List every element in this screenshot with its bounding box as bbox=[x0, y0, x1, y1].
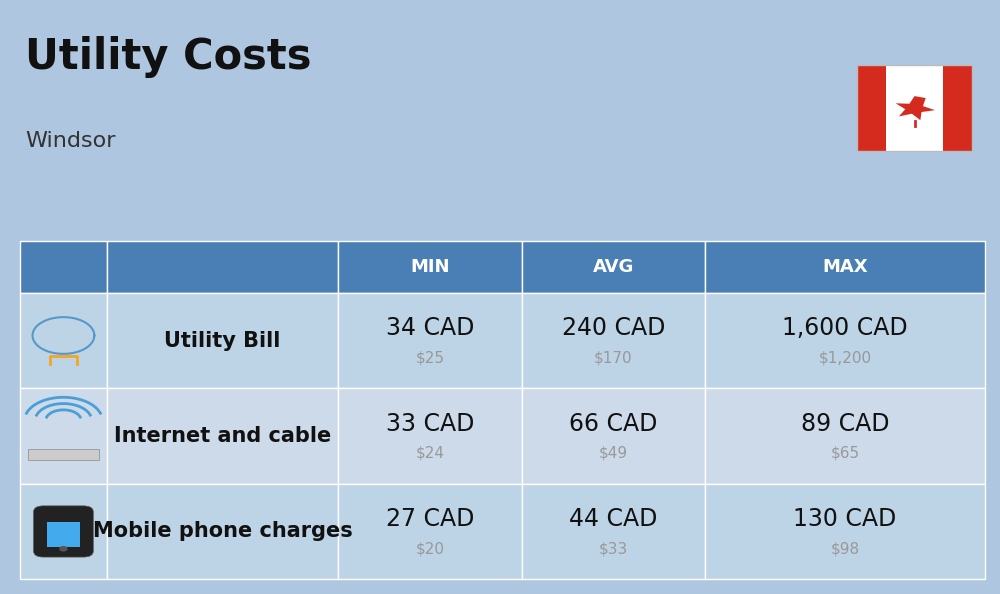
Text: 33 CAD: 33 CAD bbox=[386, 412, 474, 436]
Bar bbox=[705, 388, 985, 484]
FancyBboxPatch shape bbox=[34, 506, 93, 557]
Bar bbox=[857, 65, 972, 151]
Bar bbox=[28, 449, 99, 460]
Text: Utility Bill: Utility Bill bbox=[164, 331, 281, 350]
Text: 66 CAD: 66 CAD bbox=[569, 412, 658, 436]
Polygon shape bbox=[896, 96, 935, 120]
Text: Windsor: Windsor bbox=[25, 131, 116, 151]
Text: $20: $20 bbox=[416, 541, 445, 556]
Text: $98: $98 bbox=[831, 541, 860, 556]
Text: $170: $170 bbox=[594, 350, 633, 365]
Text: Utility Costs: Utility Costs bbox=[25, 36, 312, 78]
Bar bbox=[857, 65, 886, 151]
Bar bbox=[886, 65, 943, 151]
Bar bbox=[20, 388, 107, 484]
Bar bbox=[522, 241, 705, 293]
Bar bbox=[20, 484, 107, 579]
Bar bbox=[107, 241, 338, 293]
Text: 240 CAD: 240 CAD bbox=[562, 317, 665, 340]
Text: 34 CAD: 34 CAD bbox=[386, 317, 474, 340]
Bar bbox=[107, 388, 338, 484]
Text: MIN: MIN bbox=[410, 258, 450, 276]
Bar bbox=[107, 293, 338, 388]
Text: $49: $49 bbox=[599, 446, 628, 461]
Bar bbox=[107, 484, 338, 579]
Text: 89 CAD: 89 CAD bbox=[801, 412, 889, 436]
Text: 130 CAD: 130 CAD bbox=[793, 507, 897, 531]
Bar bbox=[338, 388, 522, 484]
Text: $25: $25 bbox=[416, 350, 445, 365]
Text: $1,200: $1,200 bbox=[819, 350, 872, 365]
Bar bbox=[705, 484, 985, 579]
Text: $65: $65 bbox=[831, 446, 860, 461]
Text: Mobile phone charges: Mobile phone charges bbox=[93, 522, 353, 542]
Bar bbox=[338, 241, 522, 293]
Text: 27 CAD: 27 CAD bbox=[386, 507, 474, 531]
Bar bbox=[943, 65, 972, 151]
Text: 44 CAD: 44 CAD bbox=[569, 507, 658, 531]
Text: MAX: MAX bbox=[822, 258, 868, 276]
Bar bbox=[47, 522, 80, 547]
Text: AVG: AVG bbox=[593, 258, 634, 276]
Text: $33: $33 bbox=[599, 541, 628, 556]
Bar bbox=[338, 484, 522, 579]
Text: Internet and cable: Internet and cable bbox=[114, 426, 331, 446]
Bar bbox=[20, 241, 107, 293]
Bar bbox=[522, 484, 705, 579]
Bar bbox=[522, 293, 705, 388]
Bar bbox=[705, 293, 985, 388]
Text: 1,600 CAD: 1,600 CAD bbox=[782, 317, 908, 340]
Bar bbox=[20, 293, 107, 388]
Text: $24: $24 bbox=[416, 446, 445, 461]
Circle shape bbox=[60, 546, 67, 551]
Bar bbox=[705, 241, 985, 293]
Bar bbox=[522, 388, 705, 484]
Bar bbox=[338, 293, 522, 388]
